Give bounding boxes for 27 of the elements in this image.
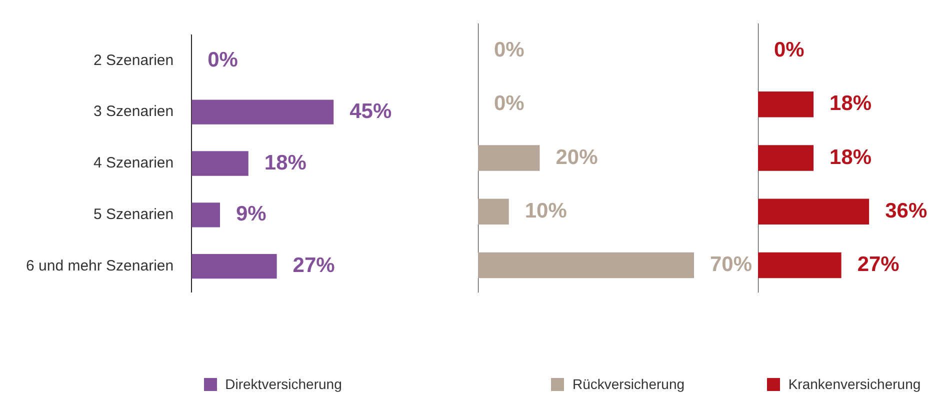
y-tick-label: 5 Szenarien [94,206,174,224]
data-label: 45% [350,100,392,123]
data-label: 70% [710,252,752,276]
data-label: 0% [208,48,238,72]
data-label: 0% [494,92,525,116]
data-label: 0% [494,38,525,62]
data-label: 27% [857,252,900,276]
data-label: 0% [774,38,805,62]
y-tick-label: 2 Szenarien [94,52,174,69]
data-label: 10% [524,199,568,222]
bar [192,151,248,176]
data-label: 18% [830,92,872,116]
data-label: 36% [885,199,928,222]
data-label: 9% [236,202,267,226]
legend-label: Krankenversicherung [788,376,921,392]
bar [192,254,277,279]
data-label: 20% [556,146,598,169]
data-label: 18% [264,151,307,174]
data-label: 27% [292,254,336,278]
y-tick-label: 3 Szenarien [94,103,174,120]
bar [192,100,334,124]
data-label: 18% [830,146,872,169]
bar [192,202,220,228]
y-tick-label: 6 und mehr Szenarien [26,257,174,274]
legend-label: Direktversicherung [225,376,342,392]
y-tick-label: 4 Szenarien [94,154,174,172]
legend-label: Rückversicherung [572,376,685,392]
